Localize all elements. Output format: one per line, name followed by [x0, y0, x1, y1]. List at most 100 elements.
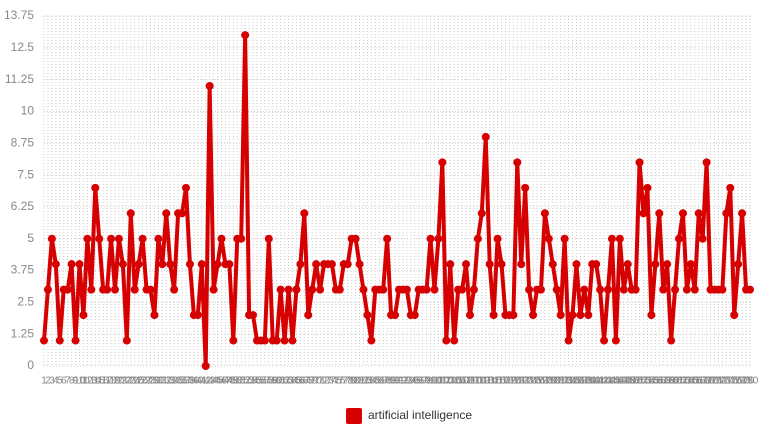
point: [260, 336, 269, 345]
x-tick-label: 3: [49, 376, 55, 387]
point: [702, 158, 711, 167]
point: [722, 209, 731, 218]
x-tick-label: 29: [149, 376, 161, 387]
point: [209, 285, 218, 294]
x-tick-label: 18: [105, 376, 117, 387]
x-tick-label: 66: [295, 376, 307, 387]
point: [592, 260, 601, 269]
point: [564, 336, 573, 345]
point: [225, 260, 234, 269]
x-tick-label: 76: [334, 376, 346, 387]
x-tick-label: 155: [643, 376, 660, 387]
x-tick-label: 101: [430, 376, 447, 387]
x-tick-label: 158: [655, 376, 672, 387]
x-tick-label: 117: [494, 376, 510, 387]
x-tick-label: 49: [228, 376, 240, 387]
x-tick-label: 30: [153, 376, 165, 387]
point: [682, 285, 691, 294]
x-tick-label: 55: [251, 376, 263, 387]
x-tick-label: 89: [386, 376, 398, 387]
x-tick-label: 35: [173, 376, 185, 387]
point: [623, 260, 632, 269]
point: [351, 234, 360, 243]
point: [205, 82, 214, 90]
x-tick-label: 12: [82, 376, 94, 387]
point: [47, 234, 56, 243]
point: [426, 234, 435, 243]
x-tick-label: 178: [734, 376, 751, 387]
point: [422, 285, 431, 294]
point: [91, 183, 100, 192]
x-tick-label: 156: [647, 376, 664, 387]
x-tick-label: 131: [548, 376, 565, 387]
point: [249, 311, 258, 320]
point: [150, 311, 159, 320]
x-tick-label: 52: [240, 376, 252, 387]
x-tick-label: 92: [397, 376, 409, 387]
point: [379, 285, 388, 294]
x-tick-label: 13: [86, 376, 98, 387]
x-tick-label: 73: [322, 376, 334, 387]
x-tick-label: 108: [458, 376, 475, 387]
point: [560, 234, 569, 243]
x-tick-label: 53: [244, 376, 256, 387]
x-tick-label: 51: [236, 376, 248, 387]
point: [643, 183, 652, 192]
x-tick-label: 70: [311, 376, 323, 387]
x-tick-label: 99: [425, 376, 437, 387]
x-tick-label: 135: [564, 376, 581, 387]
x-tick-label: 46: [216, 376, 228, 387]
x-tick-label: 85: [370, 376, 382, 387]
point: [635, 158, 644, 167]
point: [462, 260, 471, 269]
point: [118, 260, 127, 269]
point: [170, 285, 179, 294]
x-tick-label: 147: [611, 376, 628, 387]
point: [489, 311, 498, 320]
point: [130, 285, 139, 294]
x-tick-label: 128: [537, 376, 554, 387]
point: [197, 260, 206, 269]
x-tick-label: 4: [53, 376, 59, 387]
point: [327, 260, 336, 269]
point: [678, 209, 687, 218]
x-tick-label: 157: [651, 376, 668, 387]
y-tick-label: 8.75: [11, 135, 35, 149]
point: [497, 260, 506, 269]
y-tick-label: 1.25: [11, 326, 35, 340]
x-tick-label: 172: [710, 376, 727, 387]
point: [383, 234, 392, 243]
x-tick-label: 32: [161, 376, 173, 387]
point: [316, 285, 325, 294]
x-tick-label: 77: [338, 376, 350, 387]
x-tick-label: 27: [141, 376, 153, 387]
x-tick-label: 36: [176, 376, 188, 387]
point: [655, 209, 664, 218]
x-tick-label: 162: [671, 376, 688, 387]
x-tick-label: 129: [541, 376, 558, 387]
x-tick-label: 180: [742, 376, 759, 387]
x-tick-label: 41: [196, 376, 208, 387]
x-tick-label: 68: [303, 376, 315, 387]
y-tick-label: 7.5: [17, 167, 34, 181]
point: [568, 311, 577, 320]
point: [67, 260, 76, 269]
x-tick-label: 61: [275, 376, 287, 387]
x-tick-label: 145: [604, 376, 621, 387]
x-tick-label: 94: [405, 376, 417, 387]
point: [513, 158, 522, 167]
point: [158, 260, 167, 269]
point: [450, 336, 459, 345]
x-tick-label: 48: [224, 376, 236, 387]
x-tick-label: 140: [584, 376, 601, 387]
x-tick-label: 118: [497, 376, 513, 387]
x-tick-label: 11: [78, 376, 89, 387]
x-tick-label: 137: [572, 376, 589, 387]
point: [493, 234, 502, 243]
point: [201, 362, 210, 370]
x-tick-label: 138: [576, 376, 593, 387]
point: [521, 183, 530, 192]
x-tick-label: 150: [623, 376, 640, 387]
x-tick-label: 163: [675, 376, 692, 387]
x-tick-label: 123: [517, 376, 534, 387]
